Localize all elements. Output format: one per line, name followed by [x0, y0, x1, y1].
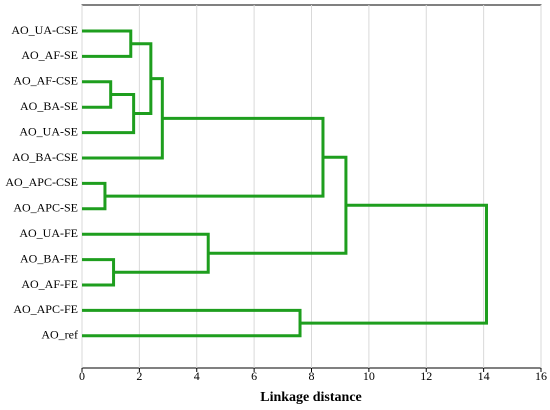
leaf-label: AO_APC-CSE: [5, 175, 78, 189]
leaf-label: AO_BA-FE: [20, 251, 78, 265]
leaf-label: AO_APC-SE: [13, 201, 78, 215]
x-tick-label: 0: [79, 369, 85, 383]
leaf-label: AO_UA-SE: [19, 124, 78, 138]
leaf-label: AO_APC-FE: [13, 302, 78, 316]
leaf-label: AO_BA-CSE: [12, 150, 78, 164]
leaf-label: AO_AF-SE: [21, 48, 78, 62]
leaf-label: AO_AF-CSE: [13, 74, 78, 88]
leaf-label: AO_UA-FE: [19, 226, 78, 240]
x-tick-label: 10: [363, 369, 375, 383]
merge-link: [82, 258, 116, 287]
merge-link: [82, 93, 136, 135]
x-tick-label: 6: [251, 369, 257, 383]
merge-link: [82, 181, 107, 211]
merge-link: [82, 308, 302, 338]
merge-link: [82, 80, 113, 109]
x-tick-label: 12: [420, 369, 432, 383]
x-tick-label: 14: [478, 369, 490, 383]
merge-link: [208, 155, 348, 255]
leaf-label: AO_AF-FE: [21, 277, 78, 291]
x-tick-label: 2: [136, 369, 142, 383]
merge-link: [300, 203, 488, 325]
merge-link: [82, 232, 210, 274]
x-tick-label: 8: [309, 369, 315, 383]
leaf-label: AO_ref: [41, 328, 78, 342]
x-tick-label: 4: [194, 369, 200, 383]
leaf-label: AO_BA-SE: [20, 99, 78, 113]
leaf-label: AO_UA-CSE: [11, 23, 78, 37]
x-tick-label: 16: [535, 369, 547, 383]
merge-link: [82, 29, 133, 58]
x-axis-label: Linkage distance: [260, 390, 362, 405]
